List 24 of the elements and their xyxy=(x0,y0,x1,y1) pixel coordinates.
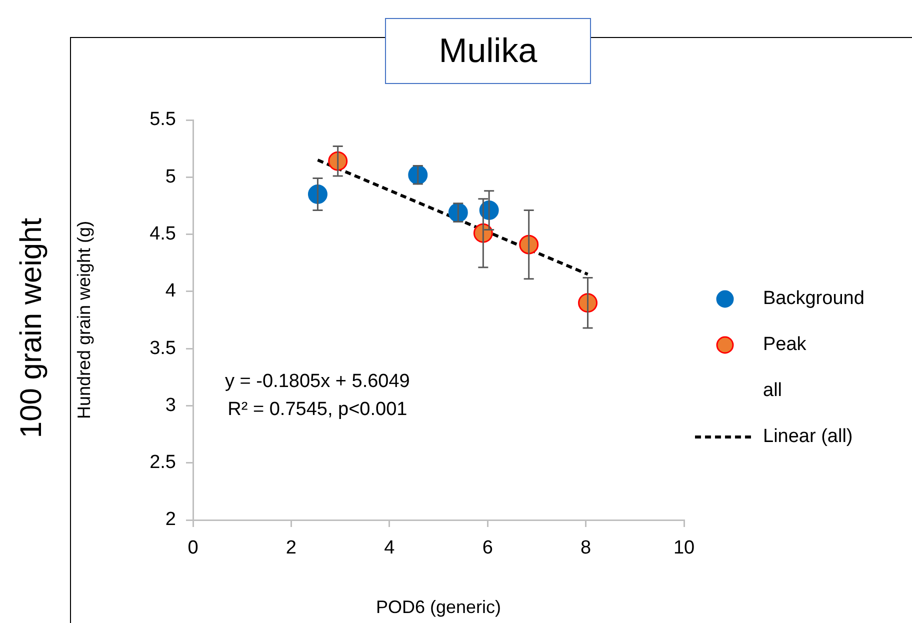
x-tick-label: 10 xyxy=(673,538,695,559)
text: all xyxy=(763,380,782,402)
annotation: y = -0.1805x + 5.6049 xyxy=(225,370,410,394)
x-axis-title: POD6 (generic) xyxy=(376,597,502,618)
x-tick-label: 4 xyxy=(384,538,396,559)
annotation: R² = 0.7545, p<0.001 xyxy=(226,398,408,422)
legend-label: Background xyxy=(763,288,864,310)
text: 100 grain weight xyxy=(15,218,49,438)
y-tick-label: 2.5 xyxy=(150,452,176,474)
x-tick-label: 6 xyxy=(482,538,493,559)
y-tick-label: 3 xyxy=(165,394,176,416)
x-tick-label: 0 xyxy=(188,538,198,559)
x-tick-label: 2 xyxy=(286,538,296,559)
y-tick-label: 2 xyxy=(165,509,176,530)
y-tick-label: 5 xyxy=(165,166,176,188)
y-tick-label: 3.5 xyxy=(150,338,176,359)
chart-title: Mulika xyxy=(385,18,591,84)
y-tick-label: 4.5 xyxy=(150,224,176,245)
y-tick-label: 4 xyxy=(165,280,176,302)
legend-label: Peak xyxy=(763,334,806,356)
y-axis-title: Hundred grain weight (g) xyxy=(74,220,94,420)
y-tick-label: 5.5 xyxy=(150,109,176,130)
x-tick-label: 8 xyxy=(580,538,592,559)
legend-label: Linear (all) xyxy=(763,426,853,448)
